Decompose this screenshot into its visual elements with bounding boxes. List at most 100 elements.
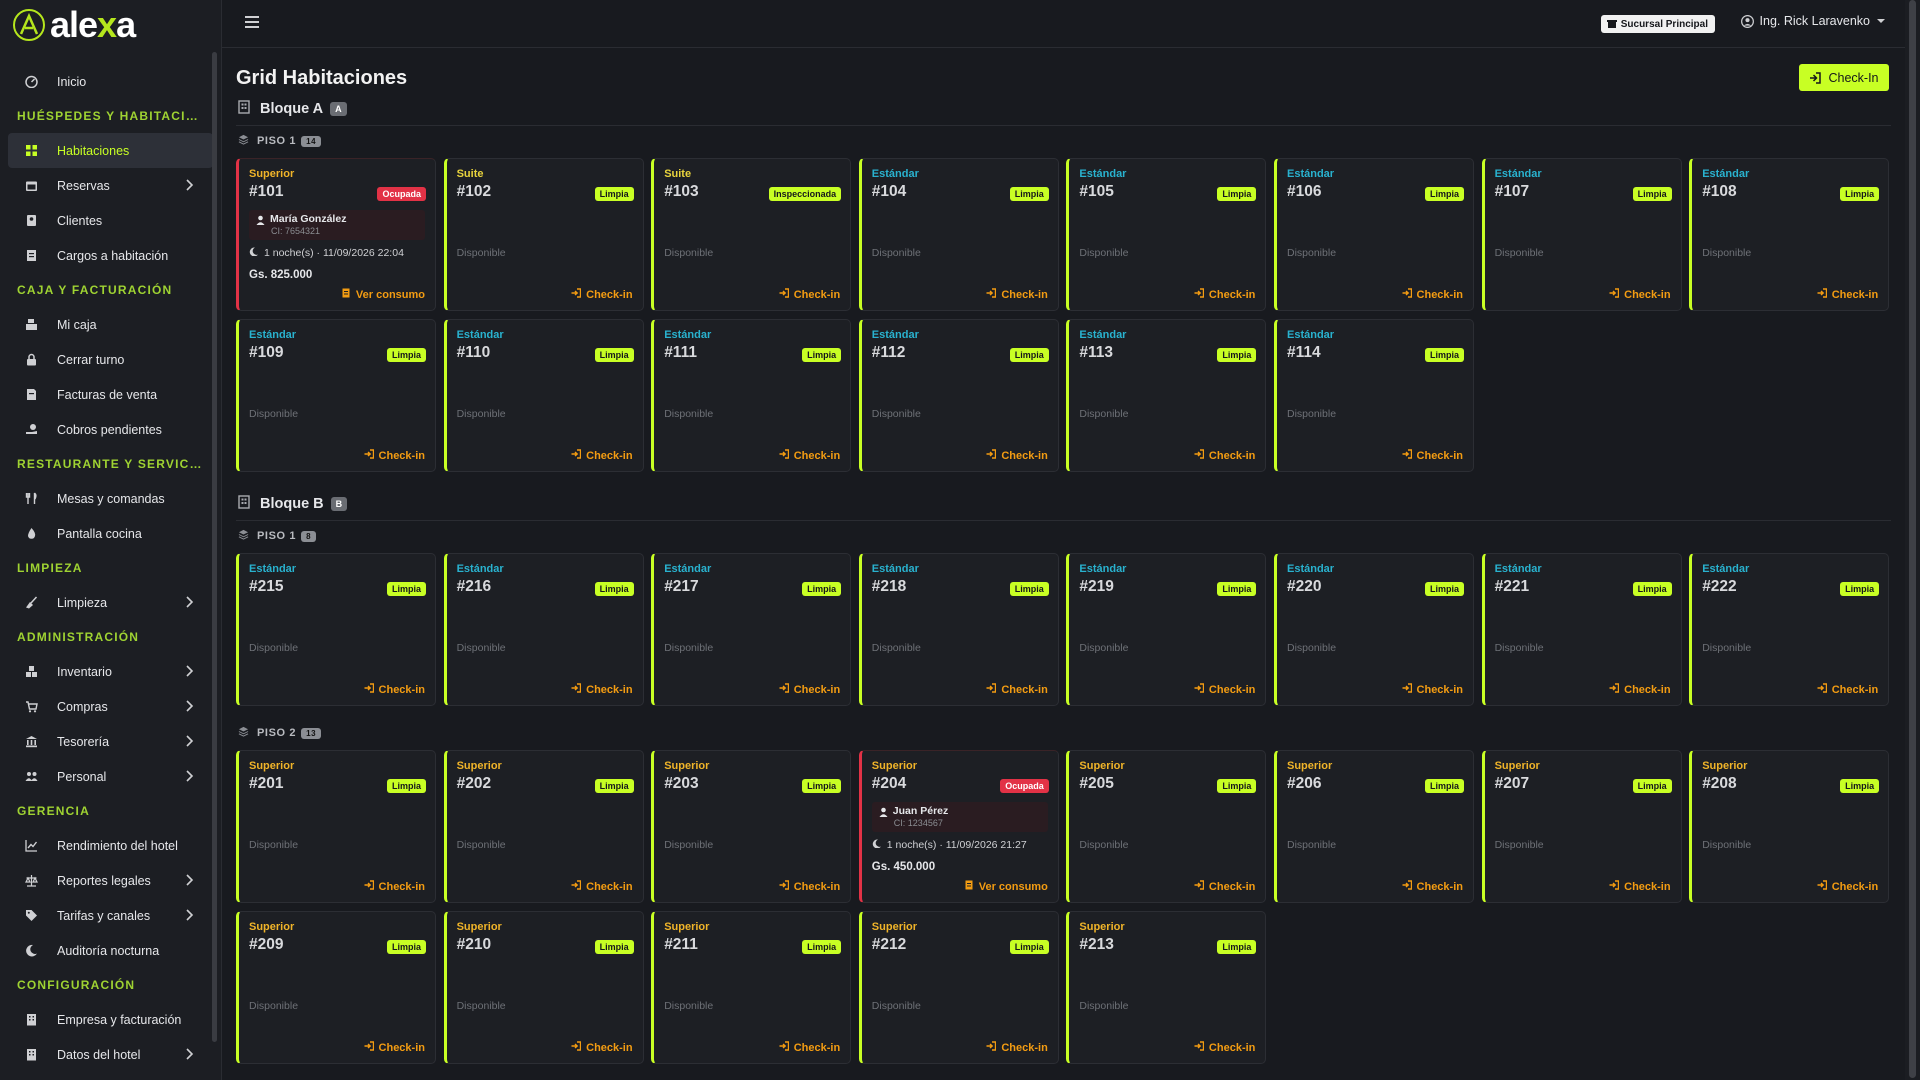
menu-toggle-icon[interactable] — [245, 16, 259, 28]
room-card[interactable]: Estándar #108 Limpia Disponible Check-in — [1689, 158, 1890, 311]
room-check-in-link[interactable]: Check-in — [364, 449, 425, 462]
room-check-in-link[interactable]: Check-in — [1194, 1041, 1255, 1054]
room-check-in-link[interactable]: Check-in — [1194, 880, 1255, 893]
check-in-button[interactable]: Check-In — [1799, 64, 1889, 91]
room-check-in-link[interactable]: Check-in — [1402, 880, 1463, 893]
room-check-in-link[interactable]: Check-in — [1817, 288, 1878, 301]
room-check-in-link[interactable]: Check-in — [1609, 288, 1671, 301]
sidebar-item-datos-del-hotel[interactable]: Datos del hotel — [8, 1037, 213, 1072]
room-check-in-link[interactable]: Check-in — [364, 1041, 425, 1054]
sidebar-item-empresa-y-facturacion[interactable]: Empresa y facturación — [8, 1002, 213, 1037]
view-consumption-link[interactable]: Ver consumo — [964, 880, 1048, 893]
room-card[interactable]: Estándar #106 Limpia Disponible Check-in — [1274, 158, 1474, 311]
room-card[interactable]: Suite #102 Limpia Disponible Check-in — [443, 158, 644, 311]
room-check-in-link[interactable]: Check-in — [571, 880, 633, 893]
sidebar-item-cargos-a-habitacion[interactable]: Cargos a habitación — [8, 238, 213, 273]
room-check-in-link[interactable]: Check-in — [1609, 683, 1671, 696]
room-card[interactable]: Estándar #104 Limpia Disponible Check-in — [858, 158, 1059, 311]
room-card[interactable]: Estándar #220 Limpia Disponible Check-in — [1274, 553, 1474, 706]
sidebar-scrollbar[interactable] — [212, 52, 217, 1042]
sidebar-item-reservas[interactable]: Reservas — [8, 168, 213, 203]
room-check-in-link[interactable]: Check-in — [779, 1041, 840, 1054]
room-check-in-link[interactable]: Check-in — [986, 449, 1048, 462]
sidebar-item-auditoria-nocturna[interactable]: Auditoría nocturna — [8, 933, 213, 968]
sidebar-item-facturas-de-venta[interactable]: Facturas de venta — [8, 377, 213, 412]
room-check-in-link[interactable]: Check-in — [779, 288, 840, 301]
sidebar-item-compras[interactable]: Compras — [8, 689, 213, 724]
room-card[interactable]: Superior #210 Limpia Disponible Check-in — [443, 911, 644, 1064]
room-check-in-link[interactable]: Check-in — [779, 449, 840, 462]
room-check-in-link[interactable]: Check-in — [571, 449, 633, 462]
room-check-in-link[interactable]: Check-in — [1194, 683, 1255, 696]
room-check-in-link[interactable]: Check-in — [1402, 683, 1463, 696]
room-check-in-link[interactable]: Check-in — [986, 683, 1048, 696]
room-card[interactable]: Estándar #110 Limpia Disponible Check-in — [443, 319, 644, 472]
room-card[interactable]: Estándar #217 Limpia Disponible Check-in — [651, 553, 852, 706]
window-scrollbar-thumb[interactable] — [1909, 0, 1916, 1078]
sidebar-item-inventario[interactable]: Inventario — [8, 654, 213, 689]
room-card[interactable]: Estándar #113 Limpia Disponible Check-in — [1066, 319, 1267, 472]
room-check-in-link[interactable]: Check-in — [1817, 683, 1878, 696]
room-check-in-link[interactable]: Check-in — [571, 288, 633, 301]
sidebar-item-personal[interactable]: Personal — [8, 759, 213, 794]
room-card[interactable]: Superior #206 Limpia Disponible Check-in — [1274, 750, 1474, 903]
room-card[interactable]: Superior #204 Ocupada Juan Pérez CI: 1234567… — [858, 750, 1059, 903]
sidebar-item-clientes[interactable]: Clientes — [8, 203, 213, 238]
room-card[interactable]: Estándar #109 Limpia Disponible Check-in — [236, 319, 436, 472]
sidebar-item-tesoreria[interactable]: Tesorería — [8, 724, 213, 759]
room-card[interactable]: Estándar #221 Limpia Disponible Check-in — [1481, 553, 1682, 706]
room-card[interactable]: Superior #202 Limpia Disponible Check-in — [443, 750, 644, 903]
sidebar-item-cobros-pendientes[interactable]: Cobros pendientes — [8, 412, 213, 447]
room-check-in-link[interactable]: Check-in — [986, 288, 1048, 301]
sidebar-item-reportes-legales[interactable]: Reportes legales — [8, 863, 213, 898]
room-card[interactable]: Estándar #219 Limpia Disponible Check-in — [1066, 553, 1267, 706]
room-card[interactable]: Superior #101 Ocupada María González CI: 765… — [236, 158, 436, 311]
room-card[interactable]: Estándar #107 Limpia Disponible Check-in — [1481, 158, 1682, 311]
room-card[interactable]: Estándar #218 Limpia Disponible Check-in — [858, 553, 1059, 706]
room-check-in-link[interactable]: Check-in — [779, 880, 840, 893]
sidebar-item-habitaciones[interactable]: Habitaciones — [8, 133, 213, 168]
room-check-in-link[interactable]: Check-in — [1609, 880, 1671, 893]
room-check-in-link[interactable]: Check-in — [1194, 449, 1255, 462]
room-check-in-link[interactable]: Check-in — [364, 880, 425, 893]
room-card[interactable]: Estándar #215 Limpia Disponible Check-in — [236, 553, 436, 706]
sidebar-item-cerrar-turno[interactable]: Cerrar turno — [8, 342, 213, 377]
sidebar-item-mi-caja[interactable]: Mi caja — [8, 307, 213, 342]
room-card[interactable]: Estándar #105 Limpia Disponible Check-in — [1066, 158, 1267, 311]
room-check-in-link[interactable]: Check-in — [1194, 288, 1255, 301]
room-card[interactable]: Estándar #114 Limpia Disponible Check-in — [1274, 319, 1474, 472]
view-consumption-link[interactable]: Ver consumo — [341, 288, 425, 301]
room-card[interactable]: Superior #211 Limpia Disponible Check-in — [651, 911, 852, 1064]
room-card[interactable]: Suite #103 Inspeccionada Disponible Check-in — [651, 158, 852, 311]
room-card[interactable]: Estándar #111 Limpia Disponible Check-in — [651, 319, 852, 472]
room-check-in-link[interactable]: Check-in — [1402, 449, 1463, 462]
branch-selector[interactable]: Sucursal Principal — [1600, 15, 1715, 33]
sidebar-item-rendimiento-del-hotel[interactable]: Rendimiento del hotel — [8, 828, 213, 863]
room-check-in-link[interactable]: Check-in — [1817, 880, 1878, 893]
room-check-in-link[interactable]: Check-in — [986, 1041, 1048, 1054]
room-check-in-link[interactable]: Check-in — [364, 683, 425, 696]
room-check-in-link[interactable]: Check-in — [779, 683, 840, 696]
room-card[interactable]: Superior #207 Limpia Disponible Check-in — [1481, 750, 1682, 903]
sidebar-item-inicio[interactable]: Inicio — [8, 64, 213, 99]
room-check-in-link[interactable]: Check-in — [571, 1041, 633, 1054]
sidebar-item-mesas-y-comandas[interactable]: Mesas y comandas — [8, 481, 213, 516]
room-card[interactable]: Superior #203 Limpia Disponible Check-in — [651, 750, 852, 903]
logo[interactable]: alexa — [0, 0, 221, 50]
room-card[interactable]: Superior #209 Limpia Disponible Check-in — [236, 911, 436, 1064]
room-card[interactable]: Superior #201 Limpia Disponible Check-in — [236, 750, 436, 903]
room-card[interactable]: Superior #208 Limpia Disponible Check-in — [1689, 750, 1890, 903]
sidebar-item-limpieza[interactable]: Limpieza — [8, 585, 213, 620]
room-card[interactable]: Superior #212 Limpia Disponible Check-in — [858, 911, 1059, 1064]
room-card[interactable]: Estándar #222 Limpia Disponible Check-in — [1689, 553, 1890, 706]
room-card[interactable]: Superior #213 Limpia Disponible Check-in — [1066, 911, 1267, 1064]
sidebar-item-tarifas-y-canales[interactable]: Tarifas y canales — [8, 898, 213, 933]
room-check-in-link[interactable]: Check-in — [1402, 288, 1463, 301]
room-check-in-link[interactable]: Check-in — [571, 683, 633, 696]
sidebar-item-pantalla-cocina[interactable]: Pantalla cocina — [8, 516, 213, 551]
room-card[interactable]: Estándar #216 Limpia Disponible Check-in — [443, 553, 644, 706]
room-card[interactable]: Estándar #112 Limpia Disponible Check-in — [858, 319, 1059, 472]
window-scrollbar[interactable] — [1905, 0, 1920, 1080]
user-menu[interactable]: Ing. Rick Laravenko — [1740, 14, 1885, 28]
room-card[interactable]: Superior #205 Limpia Disponible Check-in — [1066, 750, 1267, 903]
